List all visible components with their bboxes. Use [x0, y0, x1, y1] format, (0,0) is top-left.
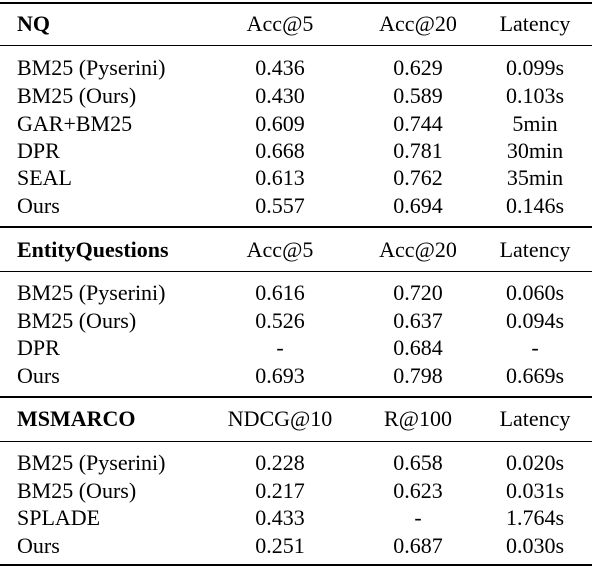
- latency-value: 1.764s: [505, 505, 565, 530]
- metric-value: 0.217: [255, 478, 305, 503]
- latency-value: 0.103s: [505, 83, 565, 108]
- metric-value: 0.637: [393, 308, 443, 333]
- column-header: R@100: [384, 406, 452, 431]
- section-title: MSMARCO: [17, 406, 136, 431]
- metric-value: 0.251: [255, 533, 305, 558]
- metric-value: 0.687: [393, 533, 443, 558]
- nq-header-rule: [0, 45, 592, 46]
- table-row: BM25 (Ours) 0.430 0.589 0.103s: [0, 82, 592, 110]
- method-name: GAR+BM25: [17, 111, 133, 136]
- column-header: Latency: [499, 237, 571, 262]
- latency-value: 0.020s: [505, 450, 565, 475]
- metric-value: 0.589: [393, 83, 443, 108]
- table-row: BM25 (Pyserini) 0.616 0.720 0.060s: [0, 279, 592, 307]
- metric-value: 0.694: [393, 193, 443, 218]
- eq-header-rule: [0, 271, 592, 272]
- metric-value: 0.430: [255, 83, 305, 108]
- eq-bottom-rule: [0, 396, 592, 398]
- latency-value: 35min: [506, 165, 564, 190]
- column-header: Acc@20: [379, 11, 457, 36]
- metric-value: 0.744: [393, 111, 443, 136]
- metric-value: 0.762: [393, 165, 443, 190]
- method-name: BM25 (Pyserini): [17, 280, 166, 305]
- method-name: Ours: [17, 533, 60, 558]
- method-name: BM25 (Ours): [17, 308, 137, 333]
- method-name: Ours: [17, 193, 60, 218]
- table-row: BM25 (Pyserini) 0.228 0.658 0.020s: [0, 449, 592, 477]
- latency-value: 5min: [512, 111, 558, 136]
- table-row: GAR+BM25 0.609 0.744 5min: [0, 110, 592, 138]
- eq-header-row: EntityQuestions Acc@5 Acc@20 Latency: [0, 236, 592, 264]
- metric-value: 0.436: [255, 55, 305, 80]
- metric-value: -: [414, 505, 422, 530]
- table-row: DPR 0.668 0.781 30min: [0, 137, 592, 165]
- metric-value: -: [276, 335, 284, 360]
- column-header: Latency: [499, 11, 571, 36]
- latency-value: 0.094s: [505, 308, 565, 333]
- latency-value: 0.669s: [505, 363, 565, 388]
- table-row: BM25 (Ours) 0.526 0.637 0.094s: [0, 307, 592, 335]
- method-name: BM25 (Ours): [17, 478, 137, 503]
- latency-value: 30min: [506, 138, 564, 163]
- table-row: Ours 0.693 0.798 0.669s: [0, 362, 592, 390]
- method-name: DPR: [17, 335, 60, 360]
- metric-value: 0.526: [255, 308, 305, 333]
- latency-value: 0.060s: [505, 280, 565, 305]
- method-name: BM25 (Pyserini): [17, 55, 166, 80]
- section-title: EntityQuestions: [17, 237, 169, 262]
- table-row: SEAL 0.613 0.762 35min: [0, 164, 592, 192]
- metric-value: 0.658: [393, 450, 443, 475]
- method-name: Ours: [17, 363, 60, 388]
- metric-value: 0.720: [393, 280, 443, 305]
- table-row: BM25 (Pyserini) 0.436 0.629 0.099s: [0, 54, 592, 82]
- nq-header-row: NQ Acc@5 Acc@20 Latency: [0, 10, 592, 38]
- table-row: Ours 0.251 0.687 0.030s: [0, 532, 592, 560]
- table-row: BM25 (Ours) 0.217 0.623 0.031s: [0, 477, 592, 505]
- column-header: Acc@5: [246, 237, 314, 262]
- metric-value: 0.228: [255, 450, 305, 475]
- method-name: BM25 (Ours): [17, 83, 137, 108]
- table-row: SPLADE 0.433 - 1.764s: [0, 504, 592, 532]
- table-row: DPR - 0.684 -: [0, 334, 592, 362]
- metric-value: 0.781: [393, 138, 443, 163]
- msmarco-header-row: MSMARCO NDCG@10 R@100 Latency: [0, 405, 592, 433]
- method-name: SEAL: [17, 165, 72, 190]
- metric-value: 0.609: [255, 111, 305, 136]
- column-header: NDCG@10: [227, 406, 333, 431]
- latency-value: 0.146s: [505, 193, 565, 218]
- latency-value: 0.099s: [505, 55, 565, 80]
- column-header: Acc@5: [246, 11, 314, 36]
- column-header: Latency: [499, 406, 571, 431]
- msmarco-header-rule: [0, 441, 592, 442]
- metric-value: 0.693: [255, 363, 305, 388]
- bottom-rule: [0, 564, 592, 566]
- metric-value: 0.798: [393, 363, 443, 388]
- method-name: BM25 (Pyserini): [17, 450, 166, 475]
- latency-value: -: [531, 335, 539, 360]
- method-name: DPR: [17, 138, 60, 163]
- metric-value: 0.684: [393, 335, 443, 360]
- metric-value: 0.616: [255, 280, 305, 305]
- method-name: SPLADE: [17, 505, 101, 530]
- latency-value: 0.030s: [505, 533, 565, 558]
- metric-value: 0.557: [255, 193, 305, 218]
- metric-value: 0.433: [255, 505, 305, 530]
- metric-value: 0.613: [255, 165, 305, 190]
- metric-value: 0.629: [393, 55, 443, 80]
- top-rule: [0, 2, 592, 4]
- section-title: NQ: [17, 11, 50, 36]
- metric-value: 0.623: [393, 478, 443, 503]
- metric-value: 0.668: [255, 138, 305, 163]
- nq-bottom-rule: [0, 226, 592, 228]
- latency-value: 0.031s: [505, 478, 565, 503]
- table-row: Ours 0.557 0.694 0.146s: [0, 192, 592, 220]
- column-header: Acc@20: [379, 237, 457, 262]
